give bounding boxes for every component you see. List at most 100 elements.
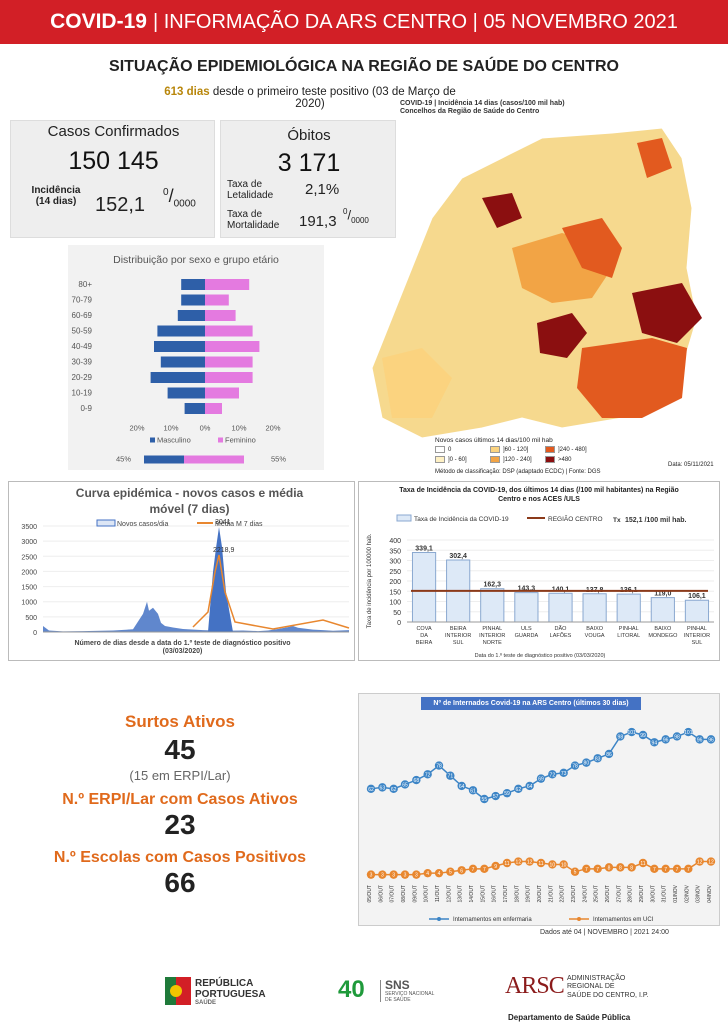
map-zone-b <box>562 218 622 278</box>
pyramid-male-bar <box>160 356 205 368</box>
bar-category-label: COVA <box>416 626 432 632</box>
curve-legend-a: Novos casos/dia <box>117 521 168 528</box>
pyramid-male-bar <box>167 387 205 399</box>
series-point <box>480 864 489 874</box>
hosp-xtick: 02/NOV <box>684 884 690 902</box>
pct-female-bar <box>184 455 244 464</box>
series-point <box>593 754 602 763</box>
hospital-chart-panel: Nº de Internados Covid-19 na ARS Centro … <box>358 693 720 926</box>
bar-legend-line-label: REGIÃO CENTRO <box>548 514 603 523</box>
series-point-label: 5 <box>449 870 452 876</box>
ars-line3: SAÚDE DO CENTRO, I.P. <box>567 991 649 999</box>
series-point-label: 78 <box>436 764 442 770</box>
department-label: Departamento de Saúde Pública <box>508 1013 631 1022</box>
series-point-label: 6 <box>460 868 463 874</box>
series-point <box>616 863 625 872</box>
series-point <box>672 864 682 874</box>
curve-peak-area <box>208 527 233 632</box>
pyramid-female-bar <box>205 294 229 306</box>
mortality-unit: 0/0000 <box>343 207 369 225</box>
bar-mark <box>582 593 607 623</box>
series-point <box>434 868 444 878</box>
series-line-enfermaria <box>370 731 711 800</box>
hosp-xtick: 07/OUT <box>390 885 396 903</box>
pyramid-male-bar <box>181 294 205 306</box>
series-point <box>389 870 398 879</box>
hosp-xtick: 03/NOV <box>696 884 702 902</box>
curve-avg-line <box>192 554 350 630</box>
map-legend-item: ]60 - 120] <box>490 446 528 453</box>
pyramid-chart: Distribuição por sexo e grupo etário 80+… <box>68 245 324 470</box>
header-brand: COVID-19 <box>50 10 147 33</box>
map-zone-c <box>537 313 587 358</box>
series-point-label: 96 <box>697 737 703 743</box>
pyramid-male-bar <box>177 310 205 321</box>
days-count: 613 dias <box>164 86 210 98</box>
series-point-label: 86 <box>606 752 612 758</box>
hosp-xtick: 29/OUT <box>639 885 645 903</box>
series-point <box>491 861 500 871</box>
series-point <box>412 870 421 879</box>
hosp-xtick: 06/OUT <box>378 885 384 903</box>
mortality-value: 191,3 <box>299 213 337 230</box>
series-point-label: 3 <box>370 873 373 879</box>
pyramid-male-bar <box>154 341 205 352</box>
map-zone-e <box>577 338 687 418</box>
hosp-legend-b-dot <box>577 917 581 921</box>
map-legend-label: 0 <box>448 446 452 453</box>
series-point <box>389 784 398 794</box>
series-point-label: 63 <box>380 785 386 791</box>
incidence-unit: 0/0000 <box>163 186 196 210</box>
outbreaks-value: 45 <box>164 734 196 765</box>
bar-svg: Taxa de Incidência da COVID-19 REGIÃO CEN… <box>367 514 714 659</box>
cases-card: Casos Confirmados 150 145 Incidência (14… <box>10 120 215 238</box>
series-point <box>366 784 376 794</box>
pyramid-age-label: 40-49 <box>72 342 93 351</box>
pyramid-age-label: 50-59 <box>72 327 93 336</box>
sns-40: 40 <box>338 976 365 1003</box>
ars-line2: REGIONAL DE <box>567 983 615 991</box>
republic-flag-icon <box>165 977 191 1005</box>
bar-category-label: DA <box>420 633 428 639</box>
map-source: Método de classificação: DSP (adaptado E… <box>435 469 601 475</box>
series-point-label: 8 <box>608 865 611 871</box>
series-point-label: 12 <box>697 860 703 866</box>
series-point-label: 8 <box>630 865 633 871</box>
bar-value-label: 143,3 <box>518 586 536 593</box>
series-point <box>559 860 568 869</box>
hosp-xtick: 10/OUT <box>424 885 430 903</box>
ars-text: ADMINISTRAÇÃO REGIONAL DE SAÚDE DO CENTR… <box>567 975 649 1000</box>
hosp-xtick: 31/OUT <box>662 885 668 903</box>
series-point-label: 68 <box>414 778 420 784</box>
series-point <box>514 784 523 794</box>
curve-xlabel-2: (03/03/2020) <box>162 648 203 656</box>
curve-legend-a-swatch <box>96 519 116 527</box>
series-point-label: 98 <box>618 734 624 740</box>
incidence-title: Incidência <box>31 185 81 196</box>
curve-title: Curva epidémica - novos casos e média mó… <box>75 486 304 516</box>
series-point-label: 3 <box>404 873 407 879</box>
hosp-xtick: 24/OUT <box>582 885 588 903</box>
hosp-xtick: 12/OUT <box>446 885 452 903</box>
map-legend: 0]0 - 60]]60 - 120]]120 - 240]]240 - 480… <box>435 446 615 466</box>
series-point-label: 12 <box>708 860 714 866</box>
series-point-label: 101 <box>627 730 636 736</box>
curve-ytick: 2000 <box>21 569 37 576</box>
bar-mark <box>650 597 675 623</box>
pyramid-age-label: 80+ <box>78 280 92 289</box>
pct-male-bar <box>144 455 184 464</box>
bar-category-label: INTERIOR <box>684 633 710 639</box>
bar-category-label: VOUGA <box>585 633 605 639</box>
hosp-xtick: 08/OUT <box>401 885 407 903</box>
pyramid-female-bar <box>205 387 239 399</box>
map-subtitle: Concelhos da Região de Saúde do Centro <box>400 108 540 116</box>
bar-ytick: 350 <box>389 548 401 555</box>
pct-male: 45% <box>116 455 131 464</box>
series-point-label: 12 <box>527 860 533 866</box>
series-point-label: 11 <box>504 861 509 867</box>
bar-category-label: LITORAL <box>617 633 640 639</box>
series-point-label: 69 <box>538 777 544 783</box>
series-point-label: 7 <box>664 867 667 873</box>
bar-value-label: 106,1 <box>688 593 706 600</box>
